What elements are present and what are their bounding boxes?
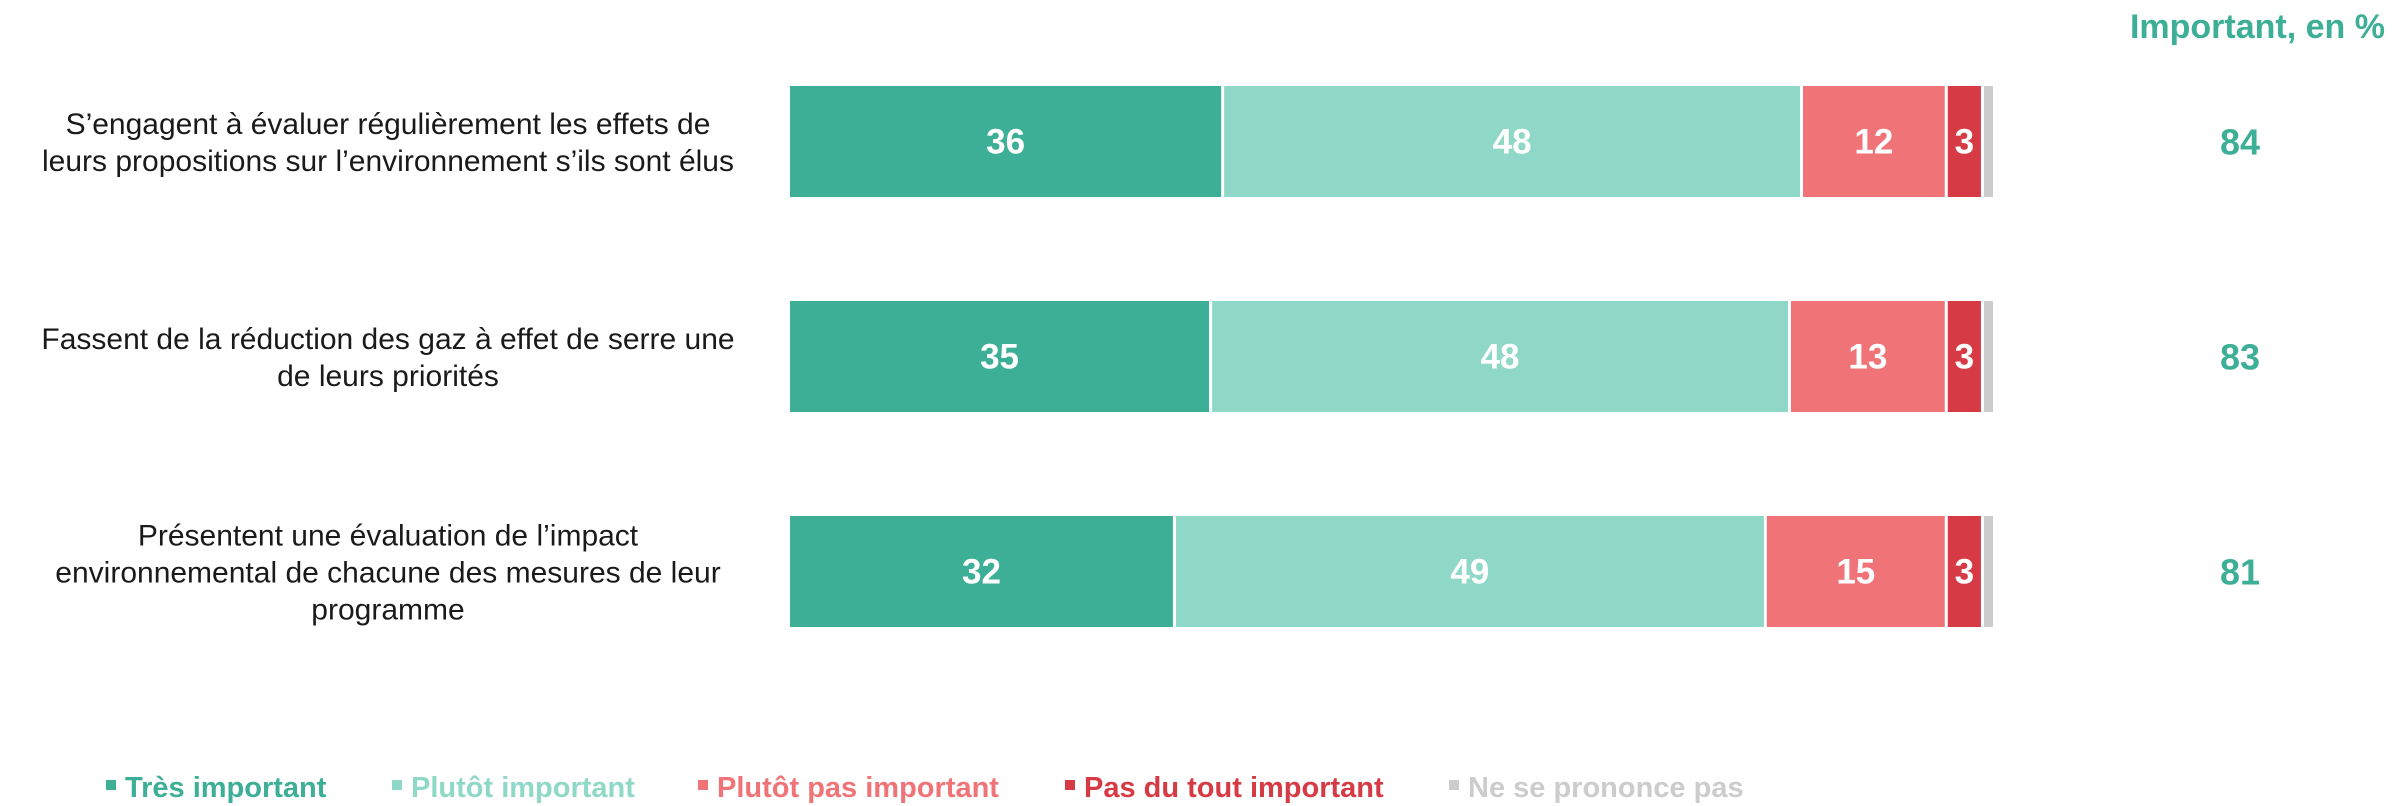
- bar-segment: [1766, 516, 1945, 627]
- bar-segment: [1983, 301, 1993, 412]
- bar-segment: [1224, 86, 1801, 197]
- bar-segment: [790, 301, 1210, 412]
- legend-label: Ne se prononce pas: [1468, 772, 1744, 804]
- category-label-line: S’engagent à évaluer régulièrement les e…: [66, 108, 711, 141]
- legend: Très important Plutôt important Plutôt pas…: [106, 772, 1744, 804]
- legend-swatch: [1065, 780, 1075, 790]
- bar-segment: [1983, 516, 1993, 627]
- legend-item: Pas du tout important: [1065, 772, 1384, 804]
- data-label: 13: [1848, 338, 1887, 377]
- category-label-line: leurs propositions sur l’environnement s…: [42, 145, 734, 178]
- legend-item: Très important: [106, 772, 327, 804]
- bar-segment: [1790, 301, 1945, 412]
- category-labels: S’engagent à évaluer régulièrement les e…: [41, 108, 734, 627]
- data-label: 3: [1955, 553, 1974, 592]
- legend-swatch: [392, 780, 402, 790]
- bar-segment: [1983, 86, 1993, 197]
- bar-segment: [1175, 516, 1764, 627]
- data-label: 15: [1836, 553, 1875, 592]
- data-label: 3: [1955, 123, 1974, 162]
- data-label: 32: [962, 553, 1001, 592]
- bar-segment: [1947, 516, 1981, 627]
- legend-swatch: [1449, 780, 1459, 790]
- data-label: 3: [1955, 338, 1974, 377]
- legend-label: Plutôt important: [411, 772, 635, 804]
- legend-swatch: [106, 780, 116, 790]
- category-label-line: environnemental de chacune des mesures d…: [55, 557, 720, 590]
- category-label-line: Fassent de la réduction des gaz à effet …: [41, 323, 734, 356]
- legend-label: Plutôt pas important: [717, 772, 999, 804]
- bar-segment: [1803, 86, 1945, 197]
- bars: 36 48 12 3 t35 48 13 3 t32 49 15 3 t: [790, 86, 2007, 627]
- data-label: 49: [1450, 553, 1489, 592]
- totals: 84 83 81: [2220, 122, 2260, 593]
- bar-segment: [1947, 86, 1981, 197]
- total-column-header: Important, en %: [2130, 8, 2385, 46]
- total-value: 84: [2220, 122, 2260, 163]
- legend-label: Pas du tout important: [1084, 772, 1384, 804]
- data-label: 12: [1854, 123, 1893, 162]
- category-label-line: de leurs priorités: [277, 360, 499, 393]
- legend-item: Plutôt important: [392, 772, 635, 804]
- data-label: 35: [980, 338, 1019, 377]
- data-label: t: [1995, 338, 2007, 377]
- bar-segment: [790, 516, 1173, 627]
- legend-item: Ne se prononce pas: [1449, 772, 1744, 804]
- bar-segment: [1947, 301, 1981, 412]
- data-label: 48: [1493, 123, 1532, 162]
- data-label: t: [1995, 123, 2007, 162]
- legend-item: Plutôt pas important: [698, 772, 999, 804]
- bar-segment: [1212, 301, 1788, 412]
- data-label: 36: [986, 123, 1025, 162]
- bar-segment: [790, 86, 1222, 197]
- legend-swatch: [698, 780, 708, 790]
- data-label: t: [1995, 553, 2007, 592]
- category-label-line: Présentent une évaluation de l’impact: [138, 520, 639, 553]
- category-label-line: programme: [311, 594, 464, 627]
- total-value: 83: [2220, 337, 2260, 378]
- data-label: 48: [1481, 338, 1520, 377]
- legend-label: Très important: [125, 772, 327, 804]
- total-value: 81: [2220, 552, 2260, 593]
